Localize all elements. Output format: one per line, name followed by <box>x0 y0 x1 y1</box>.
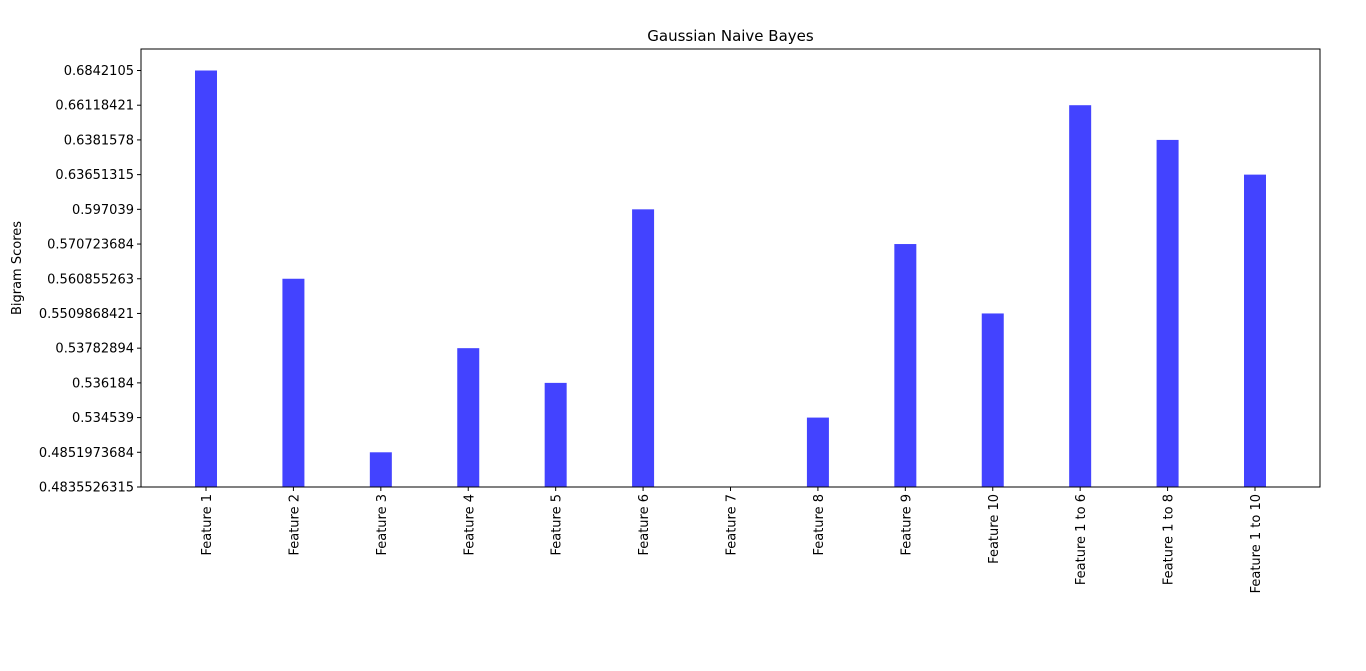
bar <box>457 348 480 487</box>
y-tick-label: 0.63651315 <box>55 168 134 183</box>
y-tick-label: 0.570723684 <box>47 238 134 253</box>
y-tick-label: 0.536184 <box>72 376 134 391</box>
x-tick-label: Feature 3 <box>375 494 390 556</box>
bar <box>282 278 305 487</box>
y-tick-label: 0.53782894 <box>55 342 134 357</box>
y-tick-label: 0.597039 <box>72 203 134 218</box>
x-tick-label: Feature 9 <box>899 494 914 556</box>
plot-frame <box>140 48 1321 488</box>
x-tick-label: Feature 1 to 8 <box>1162 494 1177 585</box>
bar <box>981 313 1004 487</box>
y-tick-label: 0.4835526315 <box>39 481 134 496</box>
y-tick-label: 0.66118421 <box>55 99 134 114</box>
x-tick-label: Feature 1 to 6 <box>1074 494 1089 585</box>
x-tick-label: Feature 6 <box>637 494 652 556</box>
y-axis-label: Bigram Scores <box>10 221 25 315</box>
y-tick-label: 0.5509868421 <box>39 307 134 322</box>
x-tick-label: Feature 4 <box>462 494 477 556</box>
bar <box>1069 105 1092 487</box>
bar <box>894 244 917 487</box>
x-tick-label: Feature 10 <box>987 494 1002 564</box>
y-tick-label: 0.534539 <box>72 411 134 426</box>
bar <box>806 417 829 487</box>
x-ticks-group: Feature 1 Feature 2 Feature 3 Feature 4 Feat… <box>200 487 1264 593</box>
y-tick-label: 0.4851973684 <box>39 446 134 461</box>
bar <box>632 209 655 488</box>
bar <box>195 70 217 487</box>
x-tick-label: Feature 2 <box>287 494 302 556</box>
bar <box>369 452 392 487</box>
bar <box>1244 174 1266 487</box>
y-tick-label: 0.6381578 <box>64 133 134 148</box>
bars-group <box>195 70 1266 488</box>
x-tick-label: Feature 7 <box>725 494 740 556</box>
bar <box>544 382 567 487</box>
y-ticks-group: 0.4835526315 0.4851973684 0.534539 0.536184… <box>39 64 141 496</box>
x-tick-label: Feature 8 <box>812 494 827 556</box>
x-tick-label: Feature 1 to 10 <box>1249 494 1264 593</box>
x-tick-label: Feature 1 <box>200 494 215 556</box>
x-tick-label: Feature 5 <box>550 494 565 556</box>
chart-title: Gaussian Naive Bayes <box>647 27 814 45</box>
bar <box>1156 139 1179 487</box>
y-tick-label: 0.6842105 <box>64 64 134 79</box>
y-tick-label: 0.560855263 <box>47 272 134 287</box>
